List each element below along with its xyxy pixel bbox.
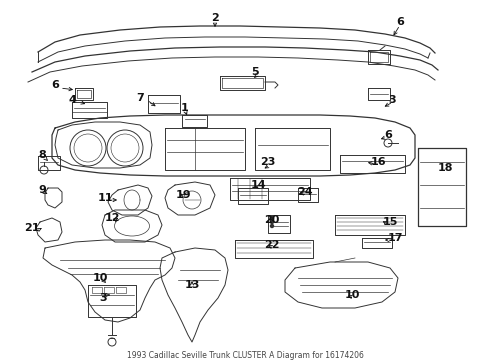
Text: 1: 1 (181, 103, 189, 113)
Text: 4: 4 (68, 95, 76, 105)
Text: 24: 24 (297, 187, 313, 197)
Text: 3: 3 (99, 293, 107, 303)
Text: 6: 6 (51, 80, 59, 90)
Text: 12: 12 (104, 213, 120, 223)
Text: 14: 14 (250, 180, 266, 190)
Text: 6: 6 (384, 130, 392, 140)
Text: 10: 10 (344, 290, 360, 300)
Text: 18: 18 (437, 163, 453, 173)
Text: 9: 9 (38, 185, 46, 195)
Text: 11: 11 (97, 193, 113, 203)
Text: 5: 5 (251, 67, 259, 77)
Text: 7: 7 (136, 93, 144, 103)
Text: 15: 15 (382, 217, 398, 227)
Text: 2: 2 (211, 13, 219, 23)
Text: 13: 13 (184, 280, 200, 290)
Circle shape (270, 216, 273, 220)
Text: 20: 20 (264, 215, 280, 225)
Circle shape (270, 225, 273, 228)
Text: 6: 6 (396, 17, 404, 27)
Text: 21: 21 (24, 223, 40, 233)
Text: 16: 16 (370, 157, 386, 167)
Text: 19: 19 (175, 190, 191, 200)
Text: 17: 17 (387, 233, 403, 243)
Text: 3: 3 (388, 95, 396, 105)
Text: 22: 22 (264, 240, 280, 250)
Text: 10: 10 (92, 273, 108, 283)
Text: 8: 8 (38, 150, 46, 160)
Text: 23: 23 (260, 157, 276, 167)
Text: 1993 Cadillac Seville Trunk CLUSTER A Diagram for 16174206: 1993 Cadillac Seville Trunk CLUSTER A Di… (126, 351, 364, 360)
Circle shape (270, 220, 273, 224)
